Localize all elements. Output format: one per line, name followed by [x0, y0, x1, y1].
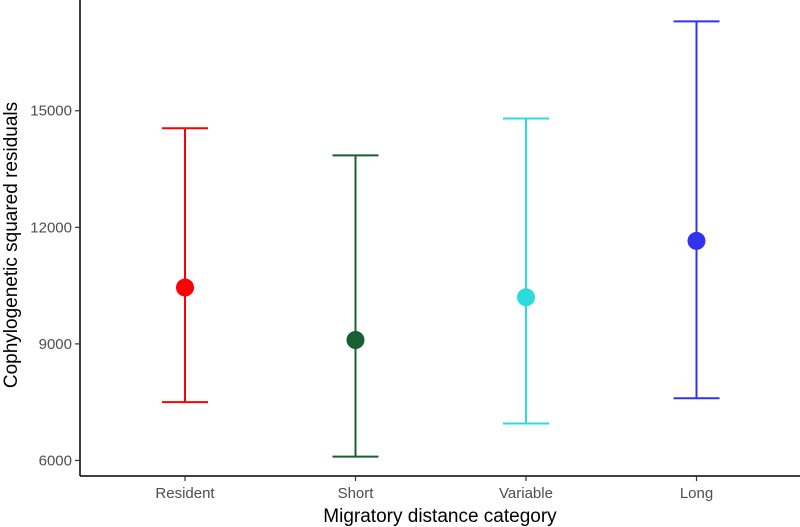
error-bar-group-long	[673, 20, 720, 400]
y-axis-title: Cophylogenetic squared residuals	[1, 102, 22, 388]
x-tick-label: Resident	[155, 485, 215, 502]
plot-panel: 6000 9000 12000 15000 Resident Short Variable…	[30, 0, 800, 502]
data-point-short	[346, 331, 365, 349]
data-marks	[162, 20, 720, 458]
data-point-long	[687, 231, 706, 250]
x-tick-label: Long	[680, 485, 713, 502]
x-axis-ticks: Resident Short Variable Long	[155, 476, 713, 502]
y-tick-label: 9000	[39, 336, 72, 353]
error-bar-group-resident	[162, 127, 208, 404]
y-tick-label: 15000	[30, 103, 72, 120]
x-tick-label: Short	[338, 485, 375, 502]
y-axis-ticks: 6000 9000 12000 15000	[30, 103, 80, 469]
data-point-variable	[517, 288, 535, 307]
error-bar-group-variable	[503, 117, 549, 425]
x-tick-label: Variable	[499, 485, 553, 502]
x-axis-title: Migratory distance category	[323, 506, 557, 527]
data-point-resident	[176, 278, 194, 297]
y-tick-label: 12000	[30, 219, 72, 236]
y-tick-label: 6000	[39, 452, 72, 469]
error-bar-group-short	[332, 154, 379, 458]
